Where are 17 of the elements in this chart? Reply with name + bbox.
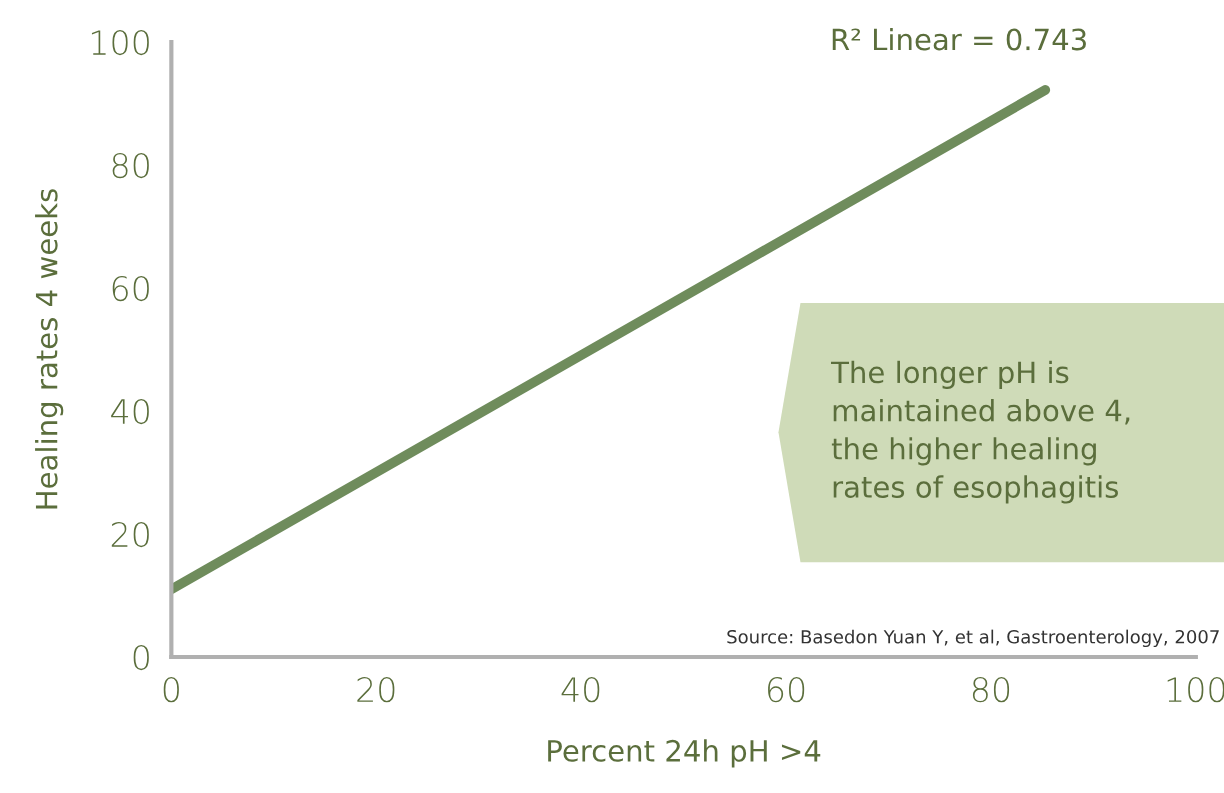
y-tick-label: 100 [91, 29, 149, 56]
x-tick-label: 0 [163, 677, 179, 703]
annotation: Source: Basedon Yuan Y, et al, Gastroenterology, 2007 [727, 629, 1219, 648]
y-tick-label: 60 [112, 275, 149, 302]
y-axis-title: Healing rates 4 weeks [35, 189, 64, 509]
y-tick-label: 20 [111, 521, 149, 548]
annotation: The longer pH is maintained above 4, the higher healing rates of esophagitis [831, 360, 1130, 504]
x-axis-title: Percent 24h pH >4 [548, 739, 821, 768]
y-tick-label: 0 [133, 644, 149, 671]
y-tick-label: 40 [111, 398, 149, 425]
x-tick-label: 60 [768, 677, 805, 703]
x-tick-label: 20 [357, 677, 395, 703]
y-tick-label: 80 [112, 152, 149, 179]
x-tick-label: 40 [561, 677, 600, 703]
annotation: R² Linear = 0.743 [832, 27, 1086, 51]
x-tick-label: 80 [972, 677, 1010, 703]
x-tick-label: 100 [1167, 677, 1224, 703]
